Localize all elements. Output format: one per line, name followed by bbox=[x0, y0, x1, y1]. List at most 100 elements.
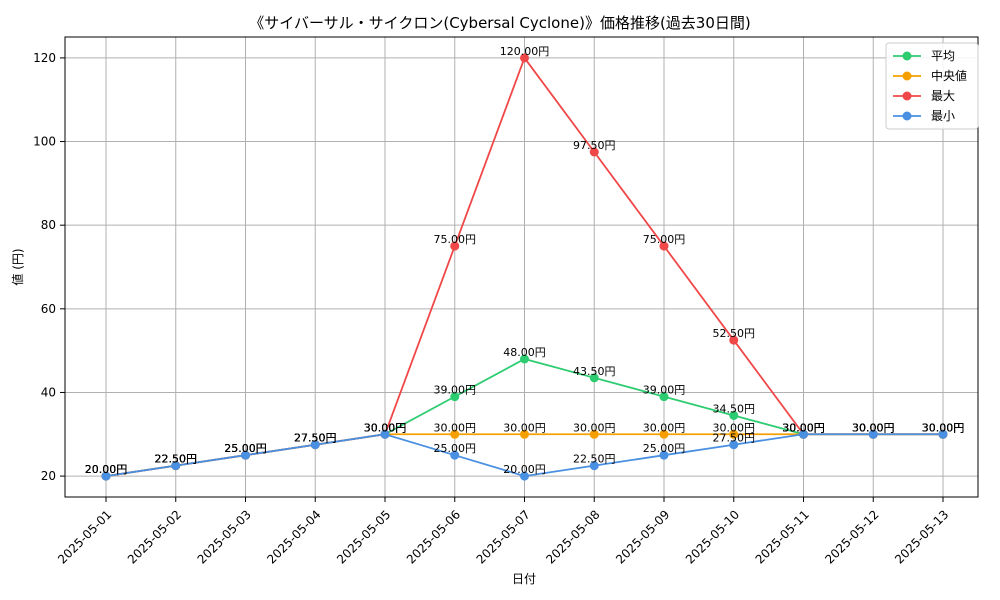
x-tick-label: 2025-05-06 bbox=[404, 507, 463, 566]
data-label: 39.00円 bbox=[434, 384, 477, 397]
data-point bbox=[450, 241, 460, 251]
data-label: 30.00円 bbox=[364, 421, 407, 434]
x-tick-label: 2025-05-11 bbox=[753, 507, 812, 566]
data-label: 25.00円 bbox=[224, 442, 267, 455]
x-tick-label: 2025-05-07 bbox=[474, 507, 533, 566]
data-label: 25.00円 bbox=[224, 442, 267, 455]
data-point bbox=[520, 429, 529, 439]
data-point bbox=[659, 429, 669, 439]
data-label: 25.00円 bbox=[224, 442, 267, 455]
y-axis-label: 値 (円) bbox=[10, 248, 25, 285]
x-tick-label: 2025-05-10 bbox=[683, 507, 742, 566]
legend-box bbox=[885, 42, 979, 130]
data-label: 25.00円 bbox=[643, 442, 686, 455]
data-point bbox=[171, 461, 181, 471]
x-tick-label: 2025-05-13 bbox=[892, 507, 951, 566]
chart-title: 《サイバーサル・サイクロン(Cybersal Cyclone)》価格推移(過去3… bbox=[249, 14, 751, 32]
data-label: 120.00円 bbox=[500, 45, 550, 58]
data-point bbox=[729, 335, 739, 345]
data-label: 30.00円 bbox=[782, 421, 825, 434]
data-label: 22.50円 bbox=[155, 453, 198, 466]
y-tick-label: 20 bbox=[41, 469, 56, 483]
data-label: 25.00円 bbox=[434, 442, 477, 455]
legend-label: 最大 bbox=[931, 89, 955, 103]
data-label: 30.00円 bbox=[364, 421, 407, 434]
data-label: 30.00円 bbox=[713, 421, 756, 434]
data-label: 30.00円 bbox=[503, 421, 546, 434]
data-point bbox=[799, 429, 808, 439]
legend-swatch-marker bbox=[902, 111, 912, 121]
data-label: 27.50円 bbox=[294, 432, 337, 445]
x-tick-label: 2025-05-02 bbox=[125, 507, 184, 566]
data-label: 30.00円 bbox=[922, 421, 965, 434]
data-label: 43.50円 bbox=[573, 365, 616, 378]
data-point bbox=[589, 429, 599, 439]
data-label: 30.00円 bbox=[573, 421, 616, 434]
x-tick-label: 2025-05-04 bbox=[264, 507, 323, 566]
x-tick-label: 2025-05-09 bbox=[613, 507, 672, 566]
x-tick-label: 2025-05-12 bbox=[822, 507, 881, 566]
data-label: 27.50円 bbox=[713, 432, 756, 445]
data-label: 30.00円 bbox=[364, 421, 407, 434]
data-point bbox=[380, 429, 390, 439]
data-label: 20.00円 bbox=[503, 463, 546, 476]
x-tick-label: 2025-05-05 bbox=[334, 507, 393, 566]
data-label: 22.50円 bbox=[573, 453, 616, 466]
data-label: 30.00円 bbox=[782, 421, 825, 434]
data-label: 30.00円 bbox=[852, 421, 895, 434]
data-point bbox=[520, 53, 529, 63]
data-label: 97.50円 bbox=[573, 139, 616, 152]
data-label: 30.00円 bbox=[922, 421, 965, 434]
data-point bbox=[450, 450, 460, 460]
data-label: 52.50円 bbox=[713, 327, 756, 340]
data-point bbox=[310, 440, 320, 450]
data-point bbox=[659, 392, 669, 402]
data-label: 20.00円 bbox=[85, 463, 128, 476]
legend-swatch-marker bbox=[902, 51, 912, 61]
data-label: 30.00円 bbox=[364, 421, 407, 434]
data-label: 30.00円 bbox=[922, 421, 965, 434]
data-label: 22.50円 bbox=[155, 453, 198, 466]
data-label: 30.00円 bbox=[782, 421, 825, 434]
y-tick-label: 80 bbox=[41, 218, 56, 232]
data-label: 34.50円 bbox=[713, 402, 756, 415]
data-point bbox=[659, 450, 669, 460]
data-label: 75.00円 bbox=[643, 233, 686, 246]
data-label: 20.00円 bbox=[85, 463, 128, 476]
data-label: 30.00円 bbox=[434, 421, 477, 434]
data-label: 22.50円 bbox=[155, 453, 198, 466]
legend-swatch-marker bbox=[902, 71, 912, 81]
x-axis-label: 日付 bbox=[512, 572, 536, 586]
data-label: 75.00円 bbox=[434, 233, 477, 246]
data-label: 30.00円 bbox=[782, 421, 825, 434]
y-tick-label: 100 bbox=[33, 135, 56, 149]
data-point bbox=[938, 429, 948, 439]
data-point bbox=[520, 471, 529, 481]
data-label: 30.00円 bbox=[852, 421, 895, 434]
data-label: 39.00円 bbox=[643, 384, 686, 397]
data-labels-layer: 20.00円22.50円25.00円27.50円30.00円39.00円48.0… bbox=[85, 45, 965, 476]
data-point bbox=[729, 440, 739, 450]
y-tick-label: 60 bbox=[41, 302, 56, 316]
data-point bbox=[729, 410, 739, 420]
data-label: 27.50円 bbox=[294, 432, 337, 445]
data-label: 30.00円 bbox=[852, 421, 895, 434]
data-label: 48.00円 bbox=[503, 346, 546, 359]
y-axis-ticks: 20 40 60 80 100 120 bbox=[33, 51, 65, 483]
plot-frame bbox=[64, 36, 979, 498]
y-tick-label: 40 bbox=[41, 385, 56, 399]
data-label: 20.00円 bbox=[85, 463, 128, 476]
legend-swatch-marker bbox=[902, 91, 912, 101]
data-point bbox=[868, 429, 878, 439]
data-point bbox=[450, 429, 460, 439]
data-label: 25.00円 bbox=[224, 442, 267, 455]
data-label: 30.00円 bbox=[852, 421, 895, 434]
data-point bbox=[101, 471, 111, 481]
data-point bbox=[520, 354, 529, 364]
legend-label: 中央値 bbox=[931, 68, 967, 83]
y-tick-label: 120 bbox=[33, 51, 56, 65]
data-point bbox=[450, 392, 460, 402]
data-label: 27.50円 bbox=[294, 432, 337, 445]
